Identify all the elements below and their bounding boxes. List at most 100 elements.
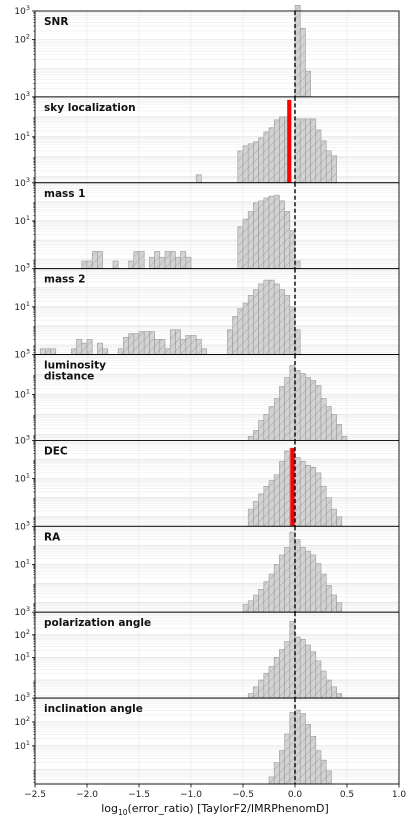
panel-background bbox=[35, 440, 399, 527]
panel-6: 101 103 RA bbox=[14, 519, 400, 613]
histogram-bar bbox=[294, 457, 301, 527]
histogram-bar bbox=[253, 594, 259, 613]
panel-title: polarization angle bbox=[44, 617, 151, 629]
panel-1: 101 103 sky localization bbox=[14, 90, 400, 184]
histogram-bar bbox=[273, 762, 280, 785]
histogram-bar bbox=[50, 348, 57, 355]
histogram-bar bbox=[258, 200, 265, 269]
y-tick-label: 103 bbox=[14, 348, 30, 361]
x-axis-label-log: log bbox=[101, 802, 118, 815]
panel-title: mass 2 bbox=[44, 274, 86, 286]
histogram-bar bbox=[310, 651, 317, 699]
histogram-bar bbox=[284, 450, 291, 527]
panel-stack: 102 103 SNR 101 103 sky localization 101 103 mas… bbox=[14, 4, 400, 785]
histogram-bar bbox=[305, 118, 311, 184]
histogram-bar bbox=[273, 564, 280, 613]
histogram-bar bbox=[325, 770, 332, 785]
histogram-bar bbox=[279, 750, 285, 785]
histogram-bar bbox=[305, 550, 311, 613]
histogram-bar bbox=[247, 143, 254, 184]
x-tick-label: −2.0 bbox=[76, 790, 98, 800]
histogram-bar bbox=[128, 333, 135, 355]
histogram-bar bbox=[253, 289, 259, 355]
y-tick-label: 102 bbox=[14, 715, 30, 728]
panel-3: 101 103 mass 2 bbox=[14, 262, 400, 356]
histogram-bar bbox=[279, 116, 285, 184]
histogram-bar bbox=[154, 251, 161, 269]
histogram-bar bbox=[86, 338, 93, 355]
histogram-bar bbox=[294, 636, 301, 699]
histogram-bar bbox=[268, 279, 275, 355]
histogram-bar bbox=[263, 197, 270, 269]
x-axis-label-quantity: (error_ratio) [TaylorF2/IMRPhenomD] bbox=[128, 802, 329, 815]
histogram-bar bbox=[299, 118, 306, 184]
histogram-bar bbox=[81, 342, 88, 355]
histogram-bar bbox=[273, 398, 280, 441]
histogram-bar bbox=[279, 554, 285, 613]
panel-title: SNR bbox=[44, 16, 68, 28]
panel-title: luminosity bbox=[44, 360, 106, 372]
histogram-bar bbox=[315, 385, 322, 441]
histogram-bar bbox=[284, 641, 291, 699]
y-tick-label: 103 bbox=[14, 4, 30, 17]
histogram-bar bbox=[258, 137, 265, 184]
panel-frame bbox=[34, 697, 400, 785]
histogram-bar bbox=[310, 554, 317, 613]
histogram-bar bbox=[299, 27, 306, 98]
panel-7: 101 102 103 polarization angle bbox=[14, 605, 400, 699]
histogram-bar bbox=[284, 211, 291, 269]
y-tick-label: 103 bbox=[14, 90, 30, 103]
histogram-bar bbox=[294, 4, 301, 98]
y-tick-label: 101 bbox=[14, 650, 30, 663]
histogram-bar bbox=[299, 639, 306, 699]
histogram-bar bbox=[175, 329, 181, 355]
histogram-bar bbox=[71, 348, 77, 355]
histogram-bar bbox=[331, 414, 337, 441]
y-tick-label: 102 bbox=[14, 628, 30, 641]
histogram-bar bbox=[133, 251, 140, 269]
histogram-bar bbox=[305, 70, 311, 98]
histogram-bar bbox=[289, 620, 296, 699]
histogram-bar bbox=[341, 436, 348, 441]
histogram-bar bbox=[159, 338, 166, 355]
histogram-bar bbox=[279, 649, 285, 699]
histogram-bar bbox=[117, 348, 124, 355]
histogram-bar bbox=[39, 348, 46, 355]
histogram-bar bbox=[227, 329, 233, 355]
histogram-bar bbox=[315, 750, 322, 785]
histogram-bar bbox=[273, 194, 280, 269]
x-axis-label-subscript: 10 bbox=[118, 808, 128, 817]
panel-title: DEC bbox=[44, 445, 68, 457]
y-tick-label: 101 bbox=[14, 472, 30, 485]
histogram-bar bbox=[310, 735, 317, 785]
histogram-bar bbox=[279, 461, 285, 527]
histogram-bar bbox=[175, 256, 181, 269]
histogram-bar bbox=[294, 709, 301, 785]
histogram-bar bbox=[289, 712, 296, 785]
histogram-bar bbox=[247, 211, 254, 269]
histogram-bar bbox=[273, 474, 280, 527]
histogram-bar bbox=[268, 480, 275, 527]
histogram-bar bbox=[320, 759, 327, 785]
panel-background bbox=[35, 526, 399, 613]
histogram-bar bbox=[263, 131, 270, 184]
histogram-bar bbox=[320, 140, 327, 184]
histogram-bar bbox=[247, 693, 254, 699]
x-axis: −2.5 −2.0 −1.5 −1.0 −0.5 0.0 0.5 1.0 bbox=[24, 784, 406, 800]
histogram-bar bbox=[164, 348, 171, 355]
histogram-bar bbox=[305, 644, 311, 699]
histogram-bar bbox=[180, 251, 187, 269]
histogram-bar bbox=[305, 724, 311, 785]
histogram-bar bbox=[279, 386, 285, 441]
histogram-bar bbox=[247, 295, 254, 355]
histogram-bar bbox=[273, 119, 280, 184]
histogram-bar bbox=[315, 563, 322, 613]
histogram-bar bbox=[289, 230, 296, 269]
histogram-bar bbox=[299, 713, 306, 785]
histogram-bar bbox=[263, 581, 270, 613]
histogram-bar bbox=[299, 547, 306, 613]
histogram-bar bbox=[325, 497, 332, 527]
histogram-bar bbox=[242, 302, 249, 355]
histogram-bar bbox=[310, 118, 317, 184]
x-axis-label: log10(error_ratio) [TaylorF2/IMRPhenomD] bbox=[101, 802, 329, 817]
